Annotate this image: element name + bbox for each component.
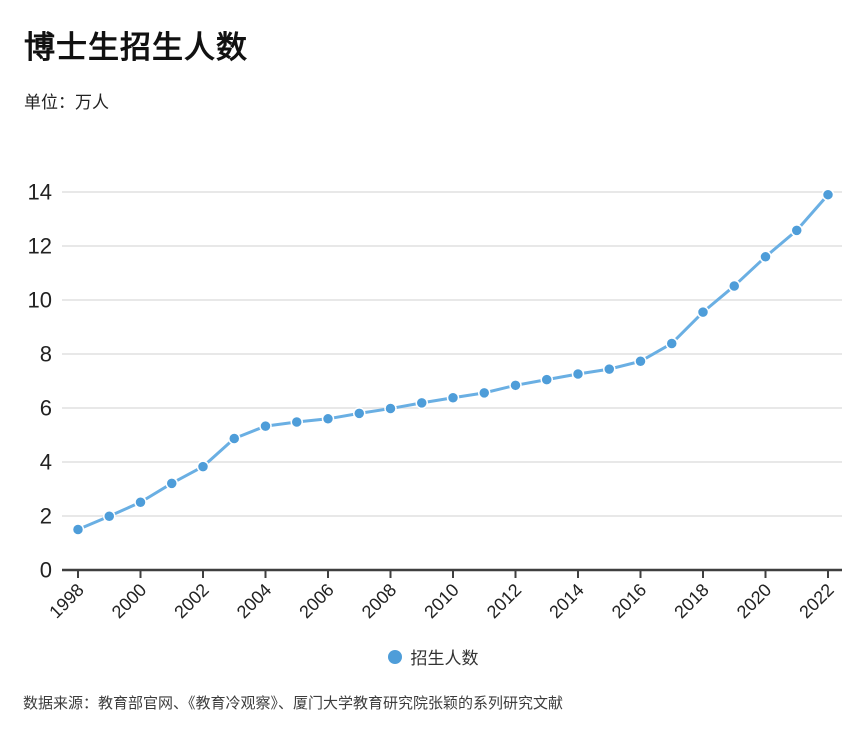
y-axis-label: 12 xyxy=(28,234,52,259)
x-axis-label: 2002 xyxy=(170,580,212,622)
legend-marker-icon xyxy=(387,649,402,664)
x-axis-label: 2008 xyxy=(358,580,400,622)
y-axis-label: 0 xyxy=(40,558,52,583)
y-axis-label: 6 xyxy=(40,396,52,421)
y-axis-label: 2 xyxy=(40,504,52,529)
data-point xyxy=(540,373,553,386)
data-point xyxy=(384,402,397,415)
data-point xyxy=(259,419,272,433)
enrollment-line-chart: 0 2 4 6 8 10 12 14 1998 2000 2002 2004 2006 2008 2010 2… xyxy=(28,180,842,622)
data-point xyxy=(634,355,647,368)
y-axis-label: 14 xyxy=(28,180,52,205)
y-axis-label: 8 xyxy=(40,342,52,367)
data-point xyxy=(728,279,741,293)
data-point xyxy=(790,224,803,237)
data-point xyxy=(571,367,585,381)
x-axis-label: 2022 xyxy=(795,580,837,622)
source-note: 数据来源：教育部官网、《教育冷观察》、厦门大学教育研究院张颖的系列研究文献 xyxy=(23,695,564,712)
data-point xyxy=(290,415,303,429)
data-point xyxy=(228,432,241,445)
data-point xyxy=(196,460,210,473)
data-point xyxy=(353,407,366,420)
x-axis-label: 2010 xyxy=(420,580,462,622)
data-point xyxy=(446,391,460,404)
unit-label: 单位：万人 xyxy=(24,93,109,112)
x-axis-label: 2014 xyxy=(545,580,587,622)
x-axis-label: 2016 xyxy=(608,580,650,622)
data-point xyxy=(321,412,335,426)
data-point xyxy=(134,495,147,509)
y-axis-label: 10 xyxy=(28,288,52,313)
x-axis-label: 2004 xyxy=(233,580,275,622)
data-point xyxy=(665,337,678,350)
x-axis-label: 2012 xyxy=(483,580,525,622)
trend-line xyxy=(76,193,830,531)
data-point xyxy=(71,523,85,536)
x-axis-label: 2006 xyxy=(295,580,337,622)
data-point xyxy=(509,379,522,392)
x-axis-label: 2020 xyxy=(733,580,775,622)
data-point xyxy=(415,396,428,410)
y-axis-label: 4 xyxy=(40,450,52,475)
data-point xyxy=(821,188,835,201)
x-axis-label: 1998 xyxy=(45,580,87,622)
data-point xyxy=(165,477,178,490)
data-point xyxy=(759,250,772,264)
legend-label: 招生人数 xyxy=(410,649,479,668)
x-axis-label: 2000 xyxy=(108,580,150,622)
x-axis-label: 2018 xyxy=(670,580,712,622)
data-point xyxy=(103,510,116,523)
data-point xyxy=(603,362,616,376)
data-point xyxy=(696,305,710,319)
page-title: 博士生招生人数 xyxy=(24,30,248,65)
data-point xyxy=(478,386,491,400)
legend: 招生人数 xyxy=(0,644,866,669)
